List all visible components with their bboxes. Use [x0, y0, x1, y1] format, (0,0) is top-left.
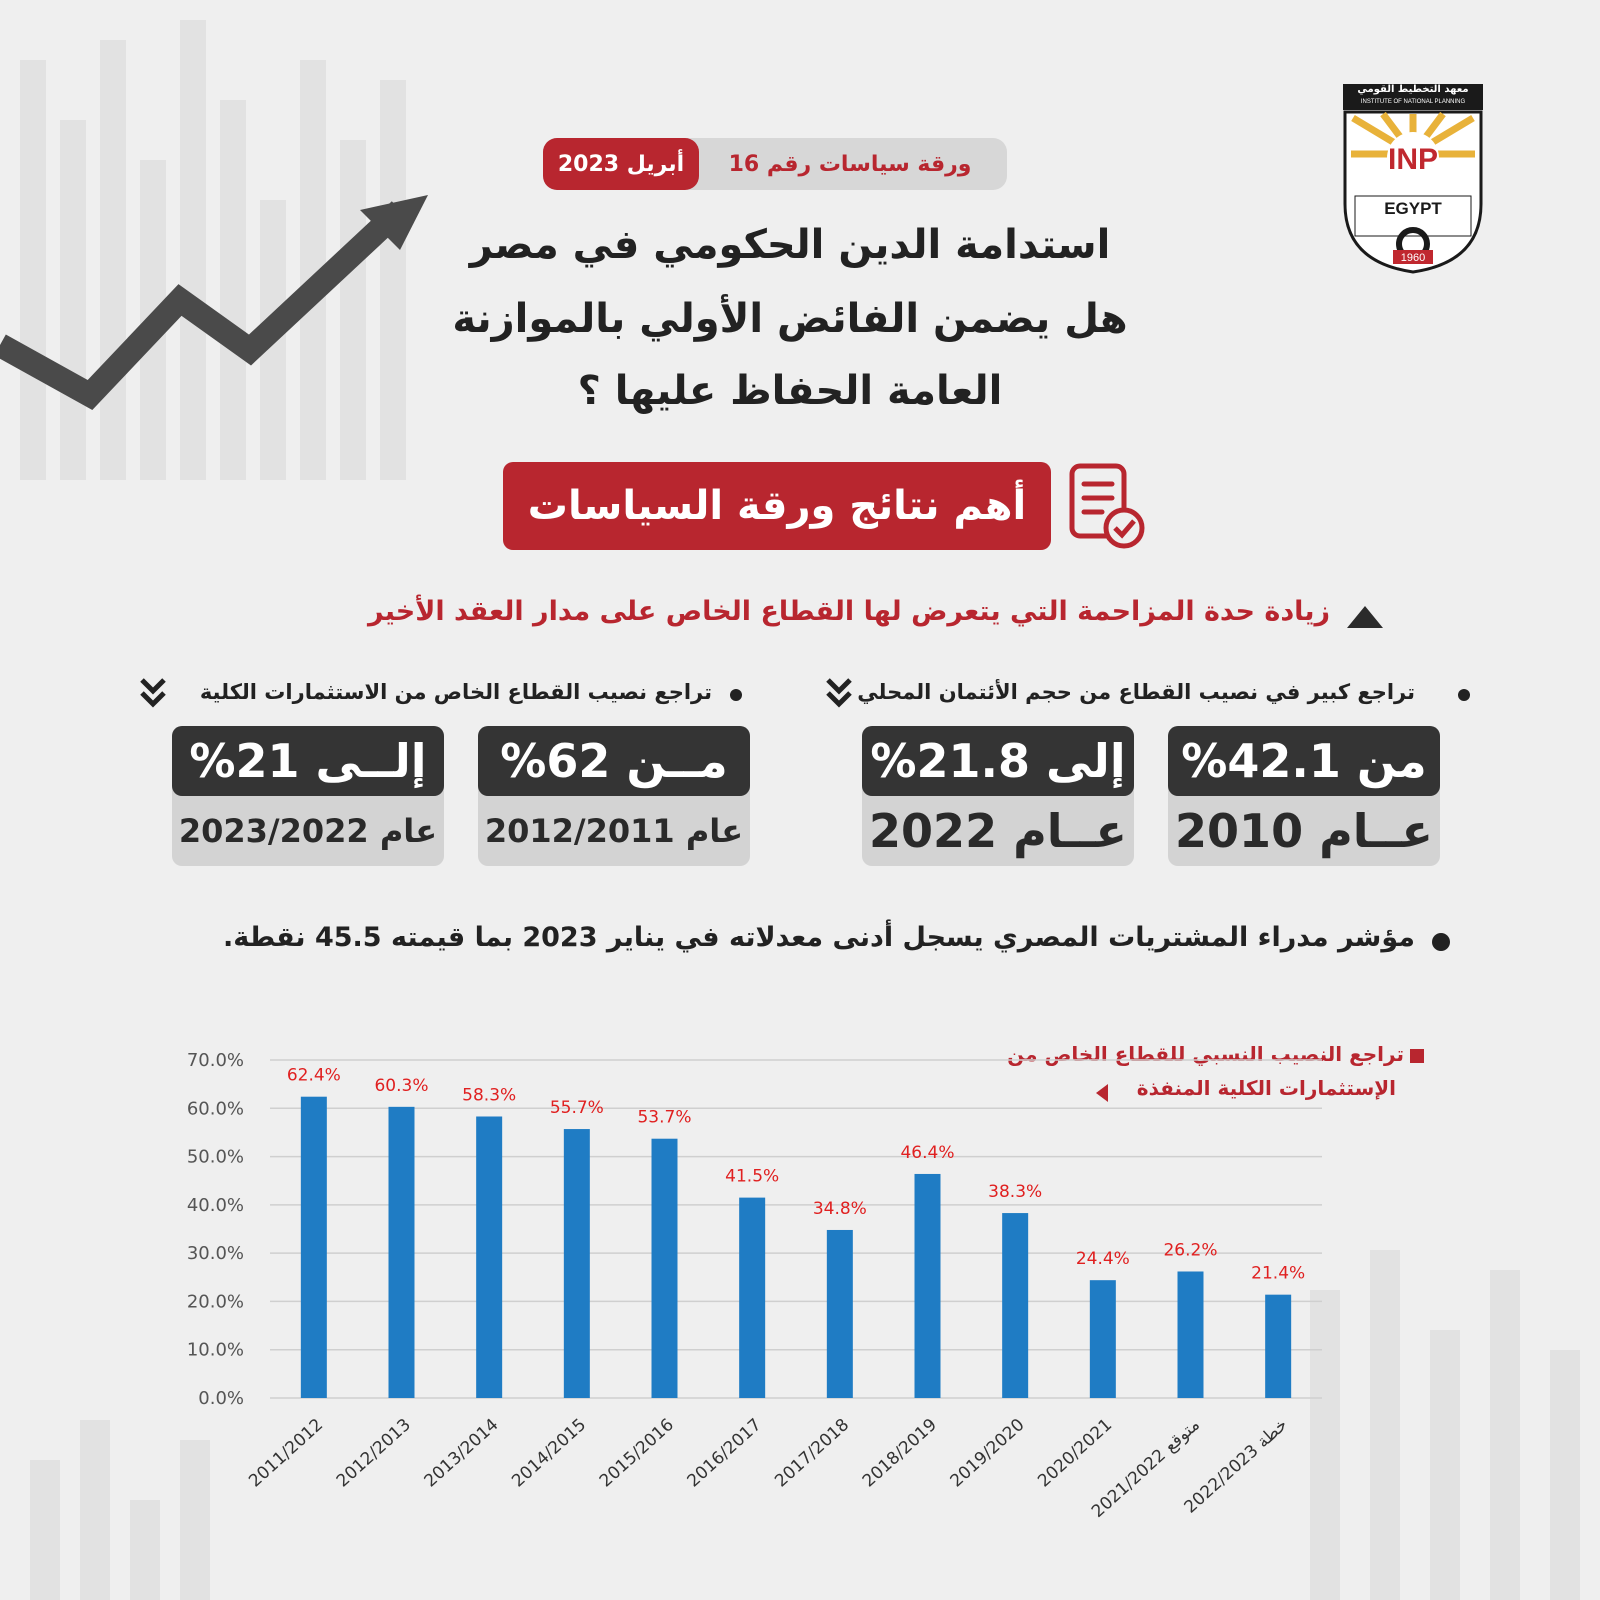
bullet-dot: [730, 689, 742, 701]
investment-decline-text: تراجع نصيب القطاع الخاص من الاستثمارات ا…: [199, 680, 712, 704]
x-tick-label: 2014/2015: [508, 1415, 590, 1492]
triangle-up-icon: [1347, 606, 1383, 628]
x-tick-label: 2015/2016: [596, 1415, 678, 1492]
bar: [1177, 1271, 1204, 1398]
investment-to-card: إلــى 21% عام 2023/2022: [172, 726, 444, 866]
logo-country: EGYPT: [1384, 199, 1442, 218]
data-label: 60.3%: [374, 1076, 428, 1096]
title-line-1: استدامة الدين الحكومي في مصر: [469, 222, 1111, 268]
crowding-out-subheading: زيادة حدة المزاحمة التي يتعرض لها القطاع…: [367, 596, 1330, 627]
header-date: أبريل 2023: [543, 138, 699, 190]
y-tick-label: 40.0%: [187, 1195, 244, 1216]
legend-square-icon: [1410, 1049, 1424, 1063]
title-line-2: هل يضمن الفائض الأولي بالموازنة: [452, 296, 1128, 342]
x-tick-label: 2013/2014: [421, 1415, 503, 1492]
y-tick-label: 50.0%: [187, 1147, 244, 1168]
investment-share-chart: 0.0% 10.0% 20.0% 30.0% 40.0% 50.0% 60.0% 70.0% 6…: [187, 1050, 1322, 1522]
data-label: 38.3%: [988, 1182, 1042, 1202]
data-label: 55.7%: [550, 1098, 604, 1118]
investment-to-value: إلــى 21%: [172, 726, 444, 796]
credit-decline-text: تراجع كبير في نصيب القطاع من حجم الأئتما…: [857, 680, 1415, 704]
findings-banner: أهم نتائج ورقة السياسات: [503, 462, 1051, 550]
data-label: 53.7%: [637, 1108, 691, 1128]
double-chevron-down-icon: [826, 678, 852, 708]
logo-year: 1960: [1401, 252, 1425, 264]
logo-abbrev: INP: [1388, 143, 1438, 176]
bar: [476, 1116, 503, 1398]
bullet-dot: [1432, 933, 1450, 951]
x-tick-label: 2011/2012: [245, 1415, 327, 1492]
data-label: 34.8%: [813, 1199, 867, 1219]
bullet-dot: [1458, 689, 1470, 701]
bar: [651, 1138, 678, 1398]
chart-legend-line-1: تراجع النصيب النسبي للقطاع الخاص من: [1007, 1042, 1404, 1066]
investment-from-year: عام 2012/2011: [484, 812, 744, 850]
logo-english-name: INSTITUTE OF NATIONAL PLANNING: [1360, 99, 1466, 105]
policy-paper-label: ورقة سياسات رقم 16: [728, 151, 972, 177]
inp-logo: INP EGYPT 1960: [1343, 84, 1483, 274]
credit-to-value: إلى 21.8%: [862, 726, 1134, 796]
logo-arabic-name: معهد التخطيط القومي: [1357, 84, 1469, 95]
bar: [388, 1106, 415, 1398]
data-label: 46.4%: [900, 1143, 954, 1163]
credit-to-year: عــام 2022: [869, 804, 1127, 858]
investment-from-value: مــن 62%: [478, 726, 750, 796]
pmi-note: مؤشر مدراء المشتريات المصري يسجل أدنى مع…: [223, 922, 1415, 953]
y-tick-label: 70.0%: [187, 1050, 244, 1071]
investment-to-year: عام 2023/2022: [178, 812, 438, 850]
y-tick-label: 20.0%: [187, 1291, 244, 1312]
document-check-icon: [1069, 463, 1145, 549]
y-tick-label: 10.0%: [187, 1340, 244, 1361]
x-tick-label: 2018/2019: [859, 1415, 941, 1492]
bar: [826, 1229, 853, 1398]
data-label: 41.5%: [725, 1167, 779, 1187]
data-label: 62.4%: [287, 1066, 341, 1086]
data-label: 21.4%: [1251, 1264, 1305, 1284]
credit-to-card: إلى 21.8% عــام 2022: [862, 726, 1134, 866]
bar: [563, 1129, 590, 1398]
credit-from-card: من 42.1% عــام 2010: [1168, 726, 1440, 866]
y-tick-label: 0.0%: [198, 1388, 244, 1409]
title-line-3: العامة الحفاظ عليها ؟: [577, 368, 1003, 414]
bar: [1265, 1294, 1292, 1398]
bar: [300, 1096, 327, 1398]
legend-arrow-left-icon: [1096, 1084, 1108, 1102]
credit-from-value: من 42.1%: [1168, 726, 1440, 796]
x-tick-label: 2019/2020: [947, 1415, 1029, 1492]
data-label: 58.3%: [462, 1085, 516, 1105]
credit-from-year: عــام 2010: [1175, 804, 1433, 858]
bar: [1089, 1280, 1116, 1398]
x-tick-label: 2012/2013: [333, 1415, 415, 1492]
chart-legend-line-2: الإستثمارات الكلية المنفذة: [1136, 1076, 1396, 1100]
x-tick-label: 2020/2021: [1034, 1415, 1116, 1492]
x-tick-label: 2016/2017: [684, 1415, 766, 1492]
bar: [1002, 1213, 1029, 1398]
bar: [914, 1173, 941, 1398]
y-tick-label: 30.0%: [187, 1243, 244, 1264]
y-tick-label: 60.0%: [187, 1098, 244, 1119]
data-label: 26.2%: [1163, 1240, 1217, 1260]
x-tick-label: 2017/2018: [771, 1415, 853, 1492]
bar: [739, 1197, 766, 1398]
double-chevron-down-icon: [140, 678, 166, 708]
investment-from-card: مــن 62% عام 2012/2011: [478, 726, 750, 866]
data-label: 24.4%: [1076, 1249, 1130, 1269]
